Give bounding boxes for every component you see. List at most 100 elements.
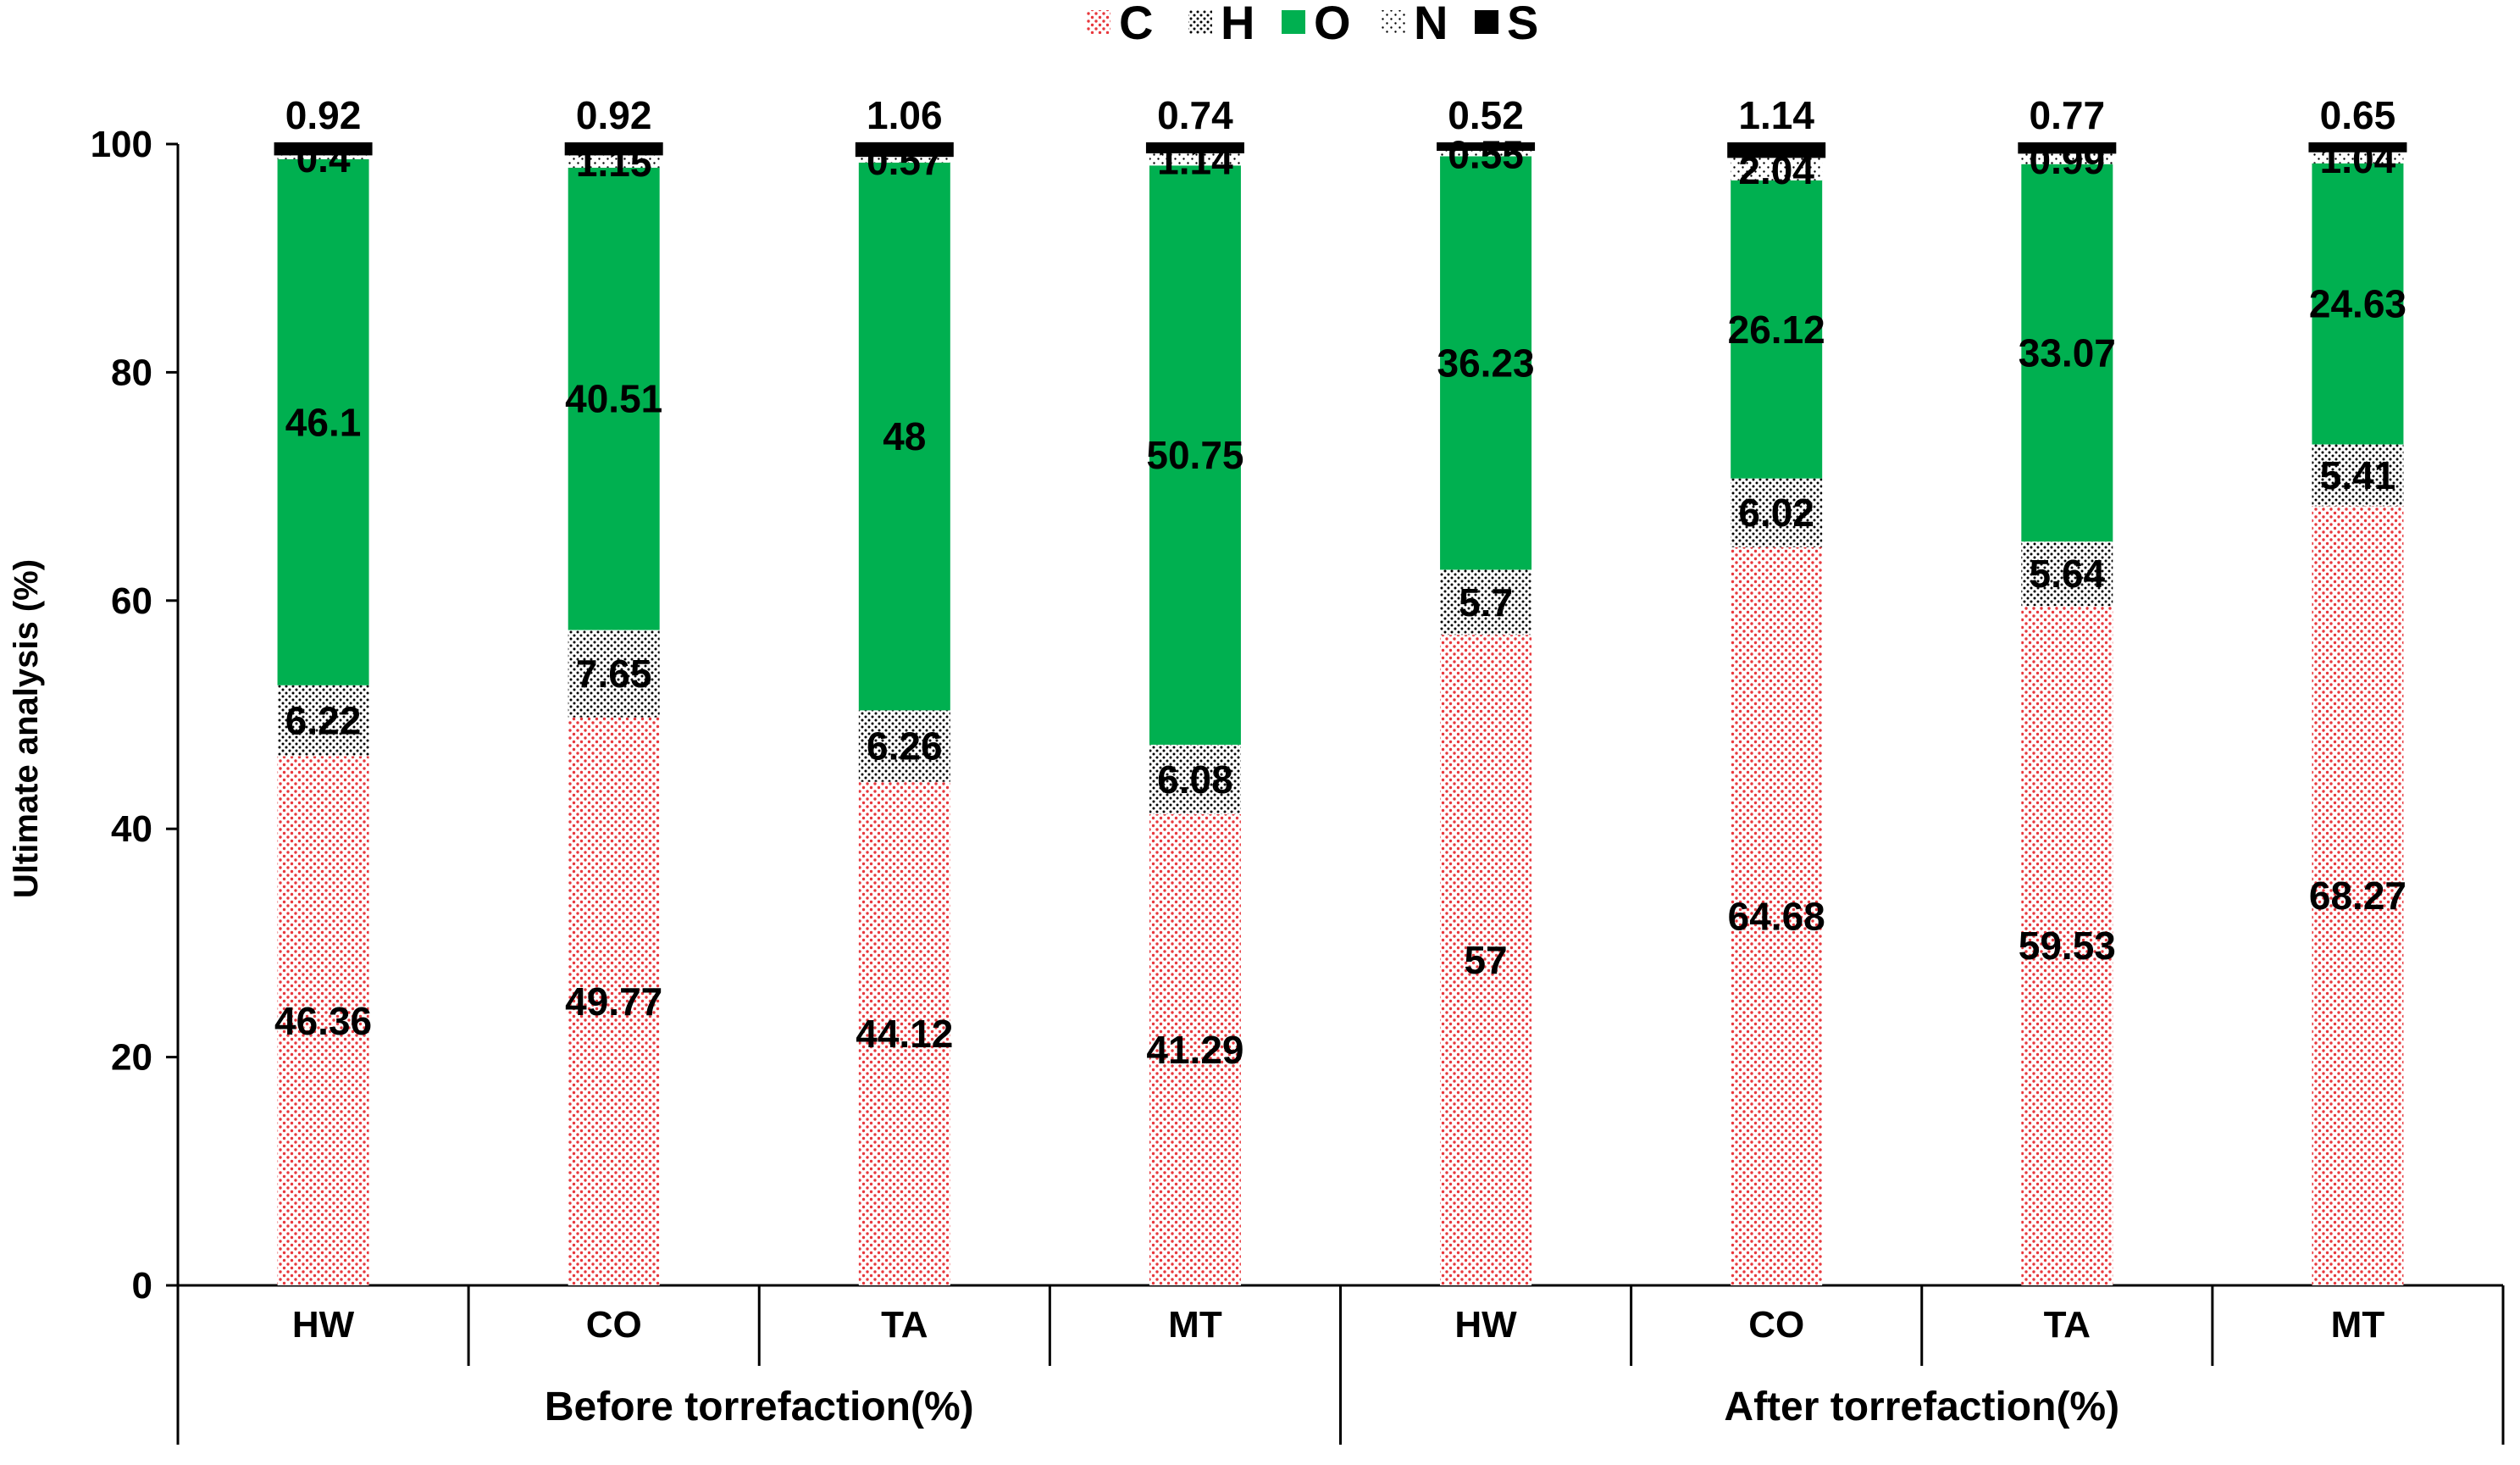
legend-item-c: C (1087, 0, 1153, 49)
bar-segment-h (2312, 444, 2404, 507)
legend-item-o: O (1282, 0, 1351, 49)
data-label-h: 6.02 (1738, 491, 1814, 535)
bar-segment-s (274, 142, 373, 156)
bar-segment-c (568, 717, 660, 1285)
data-label-n: 1.15 (576, 141, 652, 185)
data-label-c: 44.12 (856, 1012, 953, 1056)
data-label-s: 0.65 (2320, 93, 2396, 137)
legend-label-n: N (1414, 0, 1448, 49)
bar-segment-c (1149, 813, 1241, 1285)
category-label-hw: HW (292, 1304, 355, 1346)
category-label-ta: TA (881, 1304, 928, 1346)
bar-segment-o (1731, 180, 1823, 479)
data-label-c: 68.27 (2309, 874, 2406, 918)
data-label-h: 5.64 (2030, 552, 2106, 596)
bar-segment-c (858, 781, 950, 1285)
data-label-s: 1.06 (867, 93, 943, 137)
y-tick-label: 100 (91, 124, 152, 165)
data-label-n: 2.04 (1738, 148, 1814, 192)
bar-segment-n (568, 154, 660, 168)
y-tick-label: 40 (111, 808, 152, 850)
legend-item-n: N (1382, 0, 1448, 49)
legend-label-h: H (1221, 0, 1254, 49)
legend-label-c: C (1119, 0, 1153, 49)
legend-item-h: H (1188, 0, 1254, 49)
bar-segment-h (2021, 541, 2113, 607)
bar-segment-o (568, 167, 660, 630)
data-label-h: 7.65 (576, 652, 652, 696)
data-label-s: 0.52 (1448, 93, 1524, 137)
data-label-s: 0.77 (2030, 93, 2106, 137)
bar-segment-s (1437, 142, 1536, 152)
data-label-h: 6.22 (285, 699, 362, 743)
legend-item-s: S (1475, 0, 1538, 49)
data-label-o: 33.07 (2019, 330, 2116, 375)
bar-segment-n (1149, 152, 1241, 166)
y-tick-label: 0 (132, 1265, 152, 1307)
bar-segment-n (858, 156, 950, 163)
bar-segment-h (858, 710, 950, 782)
bar-segment-o (277, 158, 369, 685)
bar-segment-h (1149, 744, 1241, 814)
bar-segment-h (277, 685, 369, 757)
bar-segment-s (855, 142, 954, 158)
legend-swatch-o (1282, 10, 1305, 34)
data-label-o: 48 (883, 414, 926, 458)
legend-swatch-h (1188, 10, 1212, 34)
data-label-n: 1.04 (2320, 137, 2396, 181)
axes-layer: 0 20 40 60 80 100 HW CO TA MT Before torrefaction(… (91, 124, 2505, 1445)
data-label-o: 50.75 (1146, 433, 1243, 477)
category-label-hw: HW (1454, 1304, 1517, 1346)
data-label-n: 0.55 (1448, 133, 1524, 177)
category-label-co: CO (586, 1304, 642, 1346)
data-label-c: 49.77 (565, 979, 662, 1024)
y-tick-label: 60 (111, 580, 152, 622)
data-label-n: 1.14 (1157, 139, 1233, 183)
data-label-h: 5.41 (2320, 453, 2396, 497)
legend-label-o: O (1314, 0, 1351, 49)
bar-segment-c (2312, 506, 2404, 1285)
bar-segment-n (277, 154, 369, 159)
data-label-n: 0.57 (867, 139, 943, 183)
data-label-c: 64.68 (1728, 894, 1825, 938)
bar-segment-n (1731, 157, 1823, 180)
bar-segment-s (1727, 142, 1826, 158)
category-label-ta: TA (2044, 1304, 2091, 1346)
bar-segment-o (2021, 164, 2113, 542)
bar-segment-n (2021, 153, 2113, 164)
data-label-o: 36.23 (1437, 341, 1535, 385)
group-label-2: After torrefaction(%) (1724, 1385, 2119, 1429)
data-label-c: 41.29 (1146, 1028, 1243, 1072)
bar-segment-n (2312, 151, 2404, 164)
y-tick-label: 20 (111, 1037, 152, 1079)
data-label-n: 0.99 (2030, 138, 2106, 182)
bar-segment-o (2312, 163, 2404, 445)
data-label-o: 24.63 (2309, 282, 2406, 326)
data-label-n: 0.4 (296, 136, 351, 180)
bar-segment-s (2018, 142, 2117, 154)
data-label-h: 5.7 (1459, 580, 1513, 624)
category-label-mt: MT (2331, 1304, 2385, 1346)
category-label-mt: MT (1168, 1304, 1222, 1346)
data-label-s: 1.14 (1738, 93, 1814, 137)
data-label-s: 0.92 (576, 93, 652, 137)
data-label-s: 0.74 (1157, 93, 1233, 137)
bar-segment-h (1440, 569, 1532, 635)
legend-swatch-s (1475, 10, 1498, 34)
bar-segment-c (2021, 606, 2113, 1285)
bar-segment-c (277, 756, 369, 1285)
bar-segment-s (564, 142, 663, 156)
data-label-o: 40.51 (565, 377, 662, 421)
legend-swatch-c (1087, 10, 1110, 34)
bar-segment-s (2308, 142, 2407, 153)
group-label-1: Before torrefaction(%) (545, 1385, 974, 1429)
data-labels-layer: 46.366.2246.10.40.9249.777.6540.511.150.… (274, 93, 2406, 1072)
bar-segment-c (1440, 635, 1532, 1285)
bar-segment-n (1440, 150, 1532, 157)
data-label-h: 6.26 (867, 724, 943, 769)
data-label-o: 46.1 (285, 400, 362, 444)
legend-swatch-n (1382, 10, 1405, 34)
